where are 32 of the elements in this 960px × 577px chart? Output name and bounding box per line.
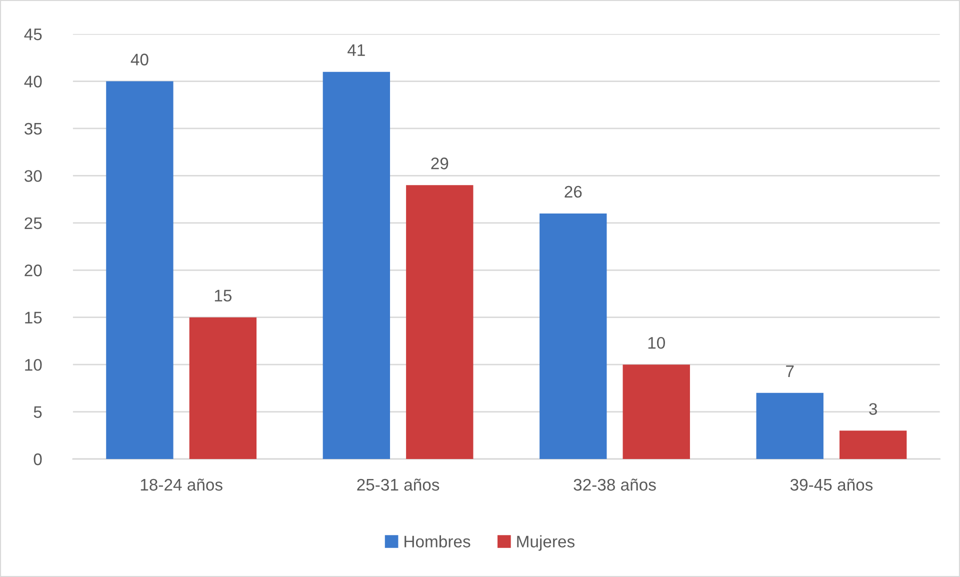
y-tick-label: 25 <box>24 217 42 230</box>
bar <box>840 430 907 460</box>
data-label: 3 <box>869 403 877 415</box>
bar <box>106 81 174 460</box>
legend-label: Mujeres <box>517 535 575 551</box>
data-label: 29 <box>431 158 448 170</box>
x-tick-label: 18-24 años <box>140 478 222 491</box>
y-tick-label: 5 <box>34 406 42 418</box>
bar <box>622 364 690 460</box>
data-label: 41 <box>348 44 365 56</box>
bar <box>322 72 390 460</box>
x-tick-label: 39-45 años <box>790 478 873 491</box>
bar <box>756 392 824 460</box>
y-tick-label: 20 <box>24 264 42 276</box>
x-tick-label: 32-38 años <box>574 478 656 491</box>
y-tick-label: 40 <box>24 76 42 88</box>
y-tick-label: 30 <box>24 170 42 182</box>
y-tick-label: 45 <box>24 28 42 40</box>
data-label: 15 <box>214 290 232 302</box>
bar <box>189 317 257 460</box>
y-tick-label: 0 <box>34 453 42 466</box>
data-label: 7 <box>786 365 794 377</box>
data-label: 40 <box>130 54 148 66</box>
y-tick-label: 15 <box>25 312 42 324</box>
data-label: 26 <box>564 186 582 198</box>
legend-label: Hombres <box>404 535 470 548</box>
bar <box>406 185 474 460</box>
y-tick-label: 10 <box>25 358 42 371</box>
y-tick-label: 35 <box>24 122 42 135</box>
data-label: 10 <box>648 336 665 349</box>
x-tick-label: 25-31 años <box>357 478 440 491</box>
bar <box>540 213 607 460</box>
